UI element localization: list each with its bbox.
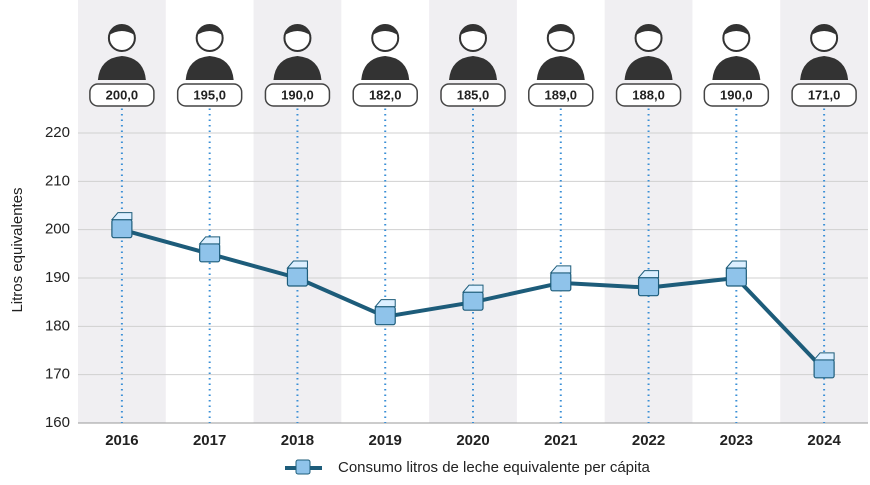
milk-carton-marker	[200, 244, 220, 262]
value-label: 200,0	[106, 87, 139, 102]
y-tick-label: 160	[45, 414, 70, 431]
value-label: 182,0	[369, 87, 402, 102]
y-tick-label: 210	[45, 172, 70, 189]
value-label: 189,0	[545, 87, 578, 102]
x-tick-label: 2019	[369, 432, 402, 449]
x-tick-label: 2017	[193, 432, 226, 449]
carton-top	[551, 266, 571, 273]
y-tick-label: 220	[45, 124, 70, 141]
legend-label: Consumo litros de leche equivalente per …	[338, 459, 651, 476]
person-body	[537, 56, 585, 80]
value-label: 171,0	[808, 87, 841, 102]
x-tick-label: 2018	[281, 432, 314, 449]
legend-marker	[296, 460, 310, 474]
milk-carton-marker	[726, 268, 746, 286]
person-body	[712, 56, 760, 80]
y-tick-label: 180	[45, 317, 70, 334]
x-tick-label: 2024	[807, 432, 841, 449]
carton-top	[375, 300, 395, 307]
y-tick-label: 170	[45, 366, 70, 383]
x-tick-label: 2022	[632, 432, 665, 449]
x-tick-label: 2020	[456, 432, 489, 449]
value-label: 188,0	[632, 87, 665, 102]
milk-carton-marker	[551, 273, 571, 291]
value-label: 190,0	[281, 87, 314, 102]
milk-carton-marker	[639, 278, 659, 296]
person-body	[186, 56, 234, 80]
x-tick-label: 2016	[105, 432, 138, 449]
chart: Litros equivalentes 160 170 180 190 200 210 22…	[0, 0, 870, 485]
milk-carton-marker	[112, 220, 132, 238]
y-tick-label: 200	[45, 221, 70, 238]
x-tick-label: 2021	[544, 432, 577, 449]
carton-top	[726, 261, 746, 268]
y-axis-label: Litros equivalentes	[9, 187, 26, 312]
milk-carton-marker	[463, 292, 483, 310]
carton-top	[200, 237, 220, 244]
x-tick-label: 2023	[720, 432, 753, 449]
milk-carton-marker	[375, 307, 395, 325]
milk-carton-marker	[814, 360, 834, 378]
value-label: 185,0	[457, 87, 490, 102]
person-body	[361, 56, 409, 80]
value-label: 190,0	[720, 87, 753, 102]
y-tick-label: 190	[45, 269, 70, 286]
value-label: 195,0	[193, 87, 226, 102]
milk-carton-marker	[287, 268, 307, 286]
